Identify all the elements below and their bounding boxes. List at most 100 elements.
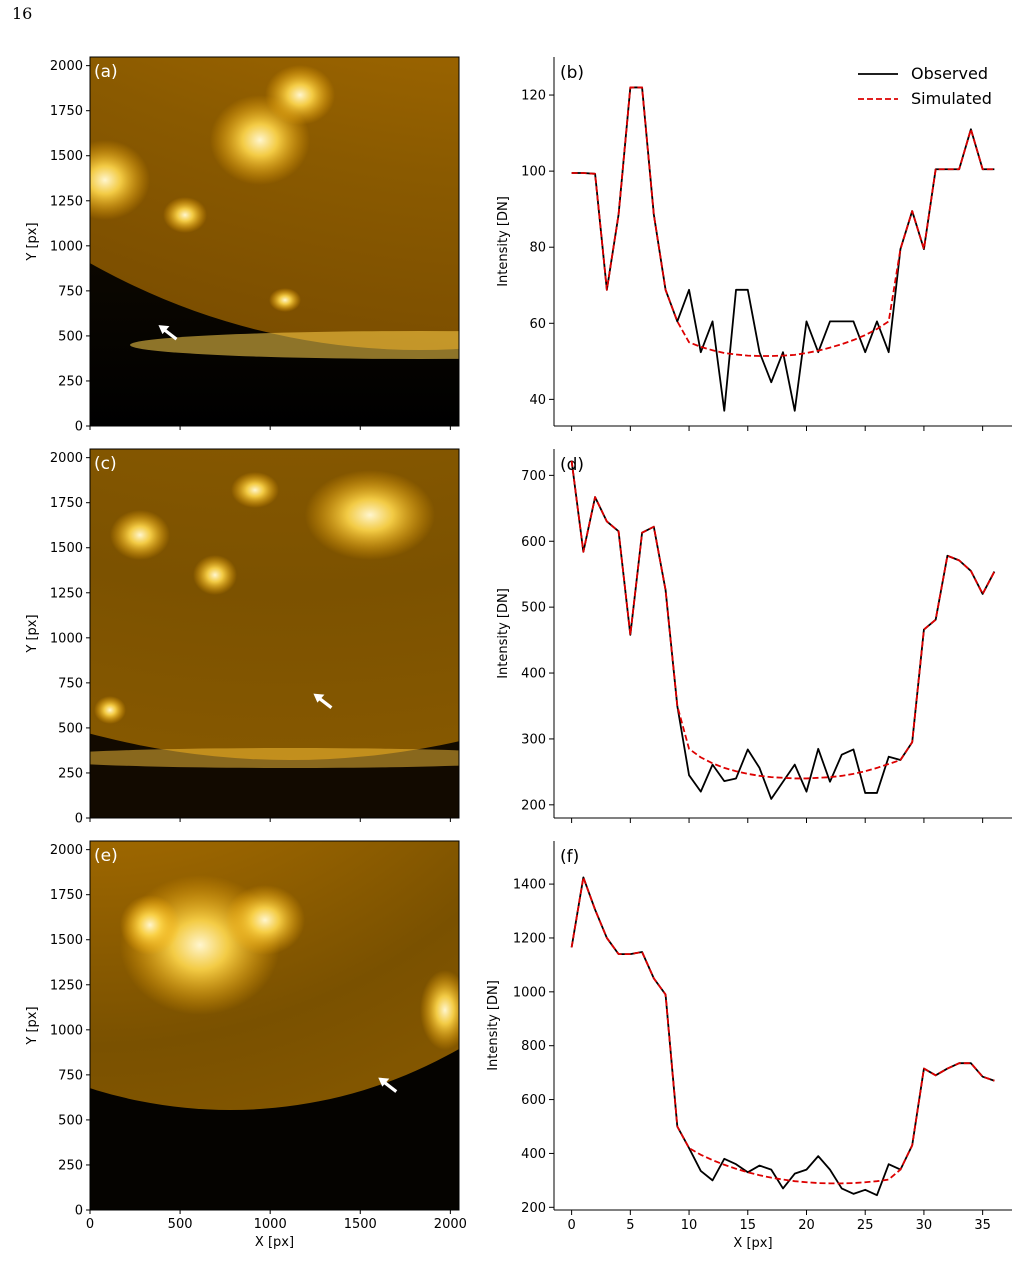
chart-panel-f: 0 5 10 15 20 25 30 35 200 400 600 800 1000 1200 1400 In… bbox=[486, 841, 1012, 1251]
series-line-observed bbox=[571, 86, 995, 412]
x-tick-label: 2000 bbox=[434, 1217, 467, 1232]
y-tick-label: 750 bbox=[58, 676, 83, 691]
y-tick-label: 2000 bbox=[50, 59, 83, 74]
y-tick-label: 400 bbox=[521, 1147, 546, 1162]
y-tick-label: 1750 bbox=[50, 496, 83, 511]
legend-label: Observed bbox=[911, 64, 988, 83]
y-tick-label: 500 bbox=[521, 601, 546, 616]
solar-image-e bbox=[90, 841, 459, 1210]
y-axis-label: Y [px] bbox=[25, 614, 40, 653]
x-tick-label: 1000 bbox=[254, 1217, 287, 1232]
panel-label: (b) bbox=[560, 63, 584, 83]
y-tick-label: 750 bbox=[58, 284, 83, 299]
y-tick-label: 500 bbox=[58, 329, 83, 344]
y-tick-label: 60 bbox=[529, 317, 546, 332]
arrow-head bbox=[158, 325, 170, 335]
x-axis-label: X [px] bbox=[733, 1236, 772, 1251]
x-tick-label: 0 bbox=[86, 1217, 94, 1232]
panel-label: (e) bbox=[94, 846, 118, 866]
arrow-shaft bbox=[317, 696, 333, 709]
y-tick-label: 750 bbox=[58, 1068, 83, 1083]
y-tick-label: 250 bbox=[58, 1158, 83, 1173]
series-line-simulated bbox=[570, 876, 995, 1185]
series-line-simulated bbox=[571, 86, 995, 357]
feature-arrow-icon bbox=[313, 693, 333, 709]
y-tick-label: 800 bbox=[521, 1039, 546, 1054]
x-tick-label: 500 bbox=[168, 1217, 193, 1232]
series-line-simulated bbox=[570, 460, 996, 780]
y-tick-label: 500 bbox=[58, 721, 83, 736]
y-tick-label: 0 bbox=[75, 1204, 83, 1219]
image-panel-a bbox=[89, 56, 460, 427]
y-axis-label: Y [px] bbox=[25, 222, 40, 261]
image-panel-axes-e: 0 500 1000 1500 2000 0 250 500 750 1000 1250 1500 17… bbox=[25, 843, 467, 1250]
y-tick-label: 1750 bbox=[50, 888, 83, 903]
y-tick-label: 1500 bbox=[50, 149, 83, 164]
y-tick-label: 1250 bbox=[50, 194, 83, 209]
y-tick-label: 1000 bbox=[50, 239, 83, 254]
x-axis-label: X [px] bbox=[255, 1235, 294, 1250]
y-tick-label: 1250 bbox=[50, 586, 83, 601]
x-tick-label: 35 bbox=[974, 1218, 991, 1233]
y-tick-label: 2000 bbox=[50, 843, 83, 858]
arrow-head bbox=[313, 693, 325, 703]
y-tick-label: 700 bbox=[521, 469, 546, 484]
series-line-observed bbox=[570, 876, 995, 1197]
image-panel-axes-c: 0 250 500 750 1000 1250 1500 1750 2000 Y [px] (c) bbox=[25, 451, 451, 827]
x-tick-label: 20 bbox=[798, 1218, 815, 1233]
chart-panel-b: 40 60 80 100 120 Intensity [DN] (b) Observed Sim… bbox=[496, 57, 1012, 431]
feature-arrow-icon bbox=[378, 1077, 398, 1093]
y-axis-label: Intensity [DN] bbox=[496, 196, 511, 287]
y-tick-label: 1500 bbox=[50, 933, 83, 948]
y-tick-label: 0 bbox=[75, 812, 83, 827]
y-tick-label: 600 bbox=[521, 535, 546, 550]
panel-label: (f) bbox=[560, 847, 579, 867]
arrow-head bbox=[378, 1077, 390, 1087]
y-tick-label: 100 bbox=[521, 165, 546, 180]
y-tick-label: 1250 bbox=[50, 978, 83, 993]
series-line-observed bbox=[570, 460, 996, 800]
x-tick-label: 0 bbox=[567, 1218, 575, 1233]
x-tick-label: 25 bbox=[857, 1218, 874, 1233]
y-tick-label: 0 bbox=[75, 420, 83, 435]
arrow-shaft bbox=[162, 327, 178, 341]
y-tick-label: 120 bbox=[521, 89, 546, 104]
legend: Observed Simulated bbox=[858, 64, 992, 108]
y-tick-label: 1750 bbox=[50, 104, 83, 119]
y-tick-label: 200 bbox=[521, 798, 546, 813]
y-tick-label: 400 bbox=[521, 667, 546, 682]
y-tick-label: 1200 bbox=[513, 931, 546, 946]
page-number: 16 bbox=[12, 4, 33, 23]
x-tick-label: 30 bbox=[916, 1218, 933, 1233]
y-tick-label: 500 bbox=[58, 1113, 83, 1128]
y-tick-label: 2000 bbox=[50, 451, 83, 466]
arrow-shaft bbox=[382, 1080, 398, 1093]
x-tick-label: 15 bbox=[739, 1218, 756, 1233]
y-tick-label: 1000 bbox=[50, 631, 83, 646]
panel-label: (c) bbox=[94, 454, 117, 474]
y-axis-label: Intensity [DN] bbox=[486, 980, 501, 1071]
x-tick-label: 5 bbox=[626, 1218, 634, 1233]
y-axis-label: Y [px] bbox=[25, 1006, 40, 1045]
image-panel-c bbox=[89, 448, 460, 819]
image-panel-axes-a: 0 250 500 750 1000 1250 1500 1750 2000 Y [px] (a) bbox=[25, 59, 451, 435]
y-tick-label: 40 bbox=[529, 393, 546, 408]
y-tick-label: 250 bbox=[58, 766, 83, 781]
y-tick-label: 200 bbox=[521, 1201, 546, 1216]
y-axis-label: Intensity [DN] bbox=[496, 588, 511, 679]
y-tick-label: 1000 bbox=[50, 1023, 83, 1038]
y-tick-label: 1500 bbox=[50, 541, 83, 556]
y-tick-label: 1400 bbox=[513, 878, 546, 893]
x-tick-label: 10 bbox=[681, 1218, 698, 1233]
panel-label: (a) bbox=[94, 62, 118, 82]
feature-arrow-icon bbox=[158, 325, 178, 341]
solar-image-a bbox=[90, 57, 459, 426]
y-tick-label: 80 bbox=[529, 241, 546, 256]
y-tick-label: 250 bbox=[58, 374, 83, 389]
solar-image-c bbox=[90, 449, 459, 818]
x-tick-label: 1500 bbox=[344, 1217, 377, 1232]
image-panel-e bbox=[89, 840, 460, 1211]
y-tick-label: 1000 bbox=[513, 985, 546, 1000]
